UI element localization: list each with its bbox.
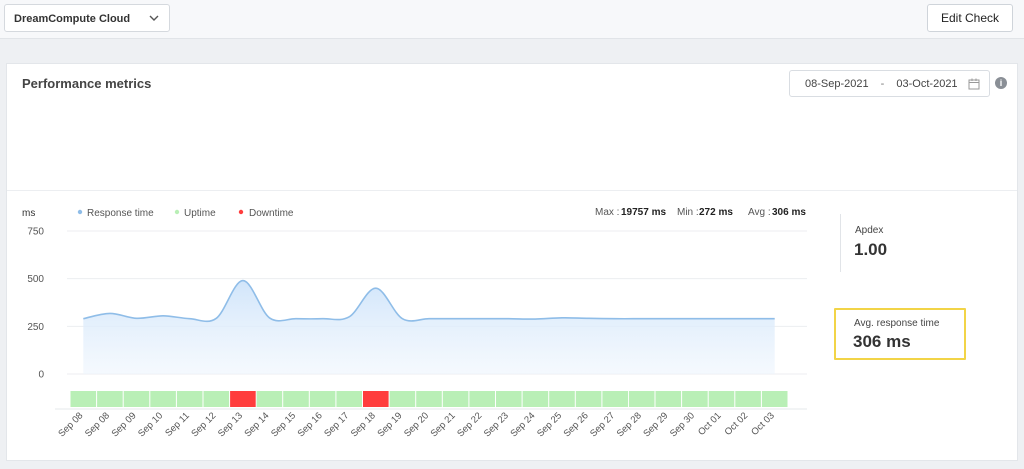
status-segment-up[interactable] (336, 391, 362, 407)
apdex-label: Apdex (855, 225, 884, 236)
stat-min-label: Min : (677, 207, 699, 218)
chart-stats: Max : 19757 ms Min : 272 ms Avg : 306 ms (595, 207, 806, 218)
response-time-area (83, 280, 775, 374)
date-range-picker[interactable]: 08-Sep-2021 - 03-Oct-2021 (789, 70, 990, 97)
account-select-value: DreamCompute Cloud (14, 13, 131, 25)
status-segment-up[interactable] (575, 391, 602, 407)
y-tick-label: 500 (27, 274, 44, 285)
calendar-icon (968, 78, 980, 90)
status-segment-up[interactable] (655, 391, 682, 407)
panel-divider (7, 190, 1017, 191)
x-tick-label: Sep 19 (375, 410, 404, 439)
account-select[interactable]: DreamCompute Cloud (4, 4, 170, 32)
y-tick-label: 750 (27, 227, 44, 238)
status-segment-up[interactable] (602, 391, 628, 407)
x-tick-label: Sep 09 (110, 410, 139, 439)
avg-response-card: Avg. response time 306 ms (834, 308, 966, 360)
x-tick-label: Sep 29 (641, 410, 670, 439)
info-icon[interactable]: i (995, 77, 1007, 89)
status-segment-up[interactable] (469, 391, 495, 407)
x-tick-label: Sep 30 (668, 410, 697, 439)
y-tick-label: 250 (27, 322, 44, 333)
status-segment-up[interactable] (150, 391, 176, 407)
date-to: 03-Oct-2021 (896, 78, 958, 90)
chart-legend: Response time Uptime Downtime (77, 208, 294, 219)
status-segment-up[interactable] (203, 391, 230, 407)
status-segment-up[interactable] (735, 391, 761, 407)
status-segment-up[interactable] (389, 391, 416, 407)
x-tick-label: Sep 23 (482, 410, 511, 439)
status-segment-up[interactable] (496, 391, 522, 407)
x-tick-label: Sep 15 (269, 410, 298, 439)
x-tick-label: Sep 18 (349, 410, 378, 439)
response-time-chart: ms Response time Uptime Downtime Max : 1… (22, 207, 807, 439)
x-tick-label: Sep 11 (163, 410, 192, 439)
legend-downtime[interactable]: Downtime (249, 208, 294, 219)
status-segment-up[interactable] (97, 391, 123, 407)
status-segment-down[interactable] (230, 391, 256, 407)
x-tick-label: Sep 13 (216, 410, 245, 439)
status-segment-up[interactable] (682, 391, 708, 407)
apdex-value: 1.00 (854, 240, 888, 259)
x-tick-label: Sep 27 (588, 410, 617, 439)
performance-metrics-panel: Performance metrics 08-Sep-2021 - 03-Oct… (6, 63, 1018, 461)
stat-avg-label: Avg : (748, 207, 771, 218)
y-axis-ticks: 0 250 500 750 (27, 227, 44, 381)
status-segment-up[interactable] (522, 391, 549, 407)
apdex-divider (840, 214, 841, 272)
stat-avg-value: 306 ms (772, 207, 806, 218)
x-tick-label: Oct 03 (749, 410, 777, 438)
status-segment-up[interactable] (761, 391, 788, 407)
panel-title: Performance metrics (22, 76, 152, 91)
status-segment-up[interactable] (123, 391, 150, 407)
legend-response-time[interactable]: Response time (87, 208, 154, 219)
legend-dot-downtime (238, 209, 244, 215)
stat-max-value: 19757 ms (621, 207, 666, 218)
avg-response-value: 306 ms (853, 332, 911, 351)
response-time-line (83, 279, 775, 323)
status-segment-up[interactable] (442, 391, 469, 407)
status-segment-down[interactable] (363, 391, 389, 407)
stat-max-label: Max : (595, 207, 619, 218)
x-tick-label: Sep 17 (322, 410, 351, 439)
x-tick-label: Sep 08 (56, 410, 85, 439)
status-segment-up[interactable] (708, 391, 735, 407)
status-segment-up[interactable] (70, 391, 97, 407)
x-tick-label: Sep 14 (242, 410, 271, 439)
avg-response-label: Avg. response time (854, 318, 940, 329)
legend-uptime[interactable]: Uptime (184, 208, 216, 219)
x-tick-label: Oct 02 (723, 410, 751, 438)
date-from: 08-Sep-2021 (805, 78, 869, 90)
y-tick-label: 0 (38, 370, 44, 381)
y-axis-unit: ms (22, 208, 35, 219)
x-tick-label: Sep 12 (189, 410, 218, 439)
x-tick-label: Sep 28 (615, 410, 644, 439)
status-segment-up[interactable] (256, 391, 283, 407)
x-tick-label: Sep 21 (429, 410, 458, 439)
status-segment-up[interactable] (628, 391, 655, 407)
status-segment-up[interactable] (283, 391, 309, 407)
legend-dot-response (77, 209, 83, 215)
stat-min-value: 272 ms (699, 207, 733, 218)
status-segment-up[interactable] (549, 391, 575, 407)
x-tick-label: Oct 01 (696, 410, 724, 438)
top-bar: DreamCompute Cloud Edit Check (0, 0, 1024, 39)
edit-check-button[interactable]: Edit Check (927, 4, 1013, 32)
legend-dot-uptime (174, 209, 180, 215)
x-tick-label: Sep 26 (562, 410, 591, 439)
x-tick-label: Sep 25 (535, 410, 564, 439)
status-segment-up[interactable] (309, 391, 336, 407)
status-bar (55, 391, 807, 410)
x-tick-label: Sep 22 (455, 410, 484, 439)
date-separator: - (880, 78, 885, 90)
status-segment-up[interactable] (176, 391, 203, 407)
x-tick-label: Sep 20 (402, 410, 431, 439)
x-tick-label: Sep 24 (508, 410, 537, 439)
status-segment-up[interactable] (416, 391, 442, 407)
x-tick-label: Sep 16 (296, 410, 325, 439)
x-tick-label: Sep 08 (83, 410, 112, 439)
x-tick-label: Sep 10 (136, 410, 165, 439)
chevron-down-icon (149, 15, 159, 21)
